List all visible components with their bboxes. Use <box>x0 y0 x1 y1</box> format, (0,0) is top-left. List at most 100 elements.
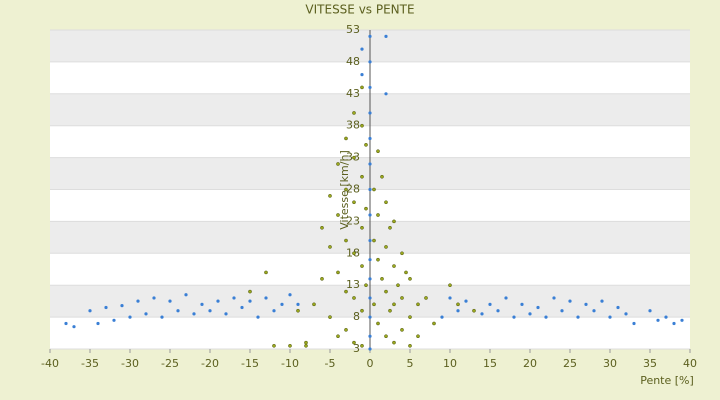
point <box>352 200 356 205</box>
y-tick-label: 3 <box>353 342 360 355</box>
point <box>336 213 340 217</box>
point <box>368 347 372 351</box>
point <box>280 302 284 306</box>
point <box>400 328 404 332</box>
point <box>368 296 372 300</box>
y-tick-label: 48 <box>346 55 360 68</box>
y-tick-label: 53 <box>346 23 360 36</box>
x-tick-label: -30 <box>121 357 139 370</box>
point <box>360 264 364 268</box>
point <box>416 302 420 307</box>
point <box>368 111 372 115</box>
point <box>344 289 348 294</box>
y-tick-label: 38 <box>346 119 360 132</box>
point <box>392 219 396 224</box>
x-tick-label: 20 <box>523 357 537 370</box>
y-tick-label: 13 <box>346 278 360 291</box>
point <box>336 334 340 339</box>
point <box>360 123 364 128</box>
point <box>664 315 668 319</box>
point <box>512 315 516 319</box>
x-tick-label: -40 <box>41 357 59 370</box>
point <box>376 213 380 217</box>
point <box>304 340 308 345</box>
point <box>224 312 228 316</box>
point <box>64 321 68 326</box>
point <box>416 334 420 339</box>
point <box>304 343 308 348</box>
point <box>608 315 612 319</box>
point <box>672 321 676 326</box>
point <box>408 343 412 348</box>
point <box>264 296 268 300</box>
point <box>360 85 364 90</box>
point <box>248 299 252 303</box>
point <box>440 315 444 319</box>
point <box>296 308 300 313</box>
point <box>88 309 92 313</box>
point <box>384 34 388 38</box>
point <box>288 343 292 348</box>
point <box>632 321 636 326</box>
point <box>368 85 372 90</box>
point <box>392 302 396 307</box>
point <box>368 60 372 64</box>
point <box>336 162 340 166</box>
point <box>400 296 404 300</box>
point <box>128 315 132 319</box>
point <box>296 302 300 306</box>
point <box>616 305 620 310</box>
point <box>376 149 380 154</box>
point <box>496 309 500 313</box>
point <box>376 321 380 326</box>
point <box>624 312 628 316</box>
point <box>396 283 400 288</box>
x-tick-label: 25 <box>563 357 577 370</box>
point <box>384 200 388 205</box>
point <box>480 312 484 316</box>
point <box>368 162 372 166</box>
point <box>560 309 564 313</box>
point <box>372 238 376 243</box>
point <box>408 276 412 281</box>
point <box>368 213 372 217</box>
x-tick-label: -15 <box>241 357 259 370</box>
point <box>176 309 180 313</box>
point <box>392 264 396 268</box>
point <box>264 270 268 275</box>
point <box>256 315 260 319</box>
point <box>504 296 508 300</box>
point <box>680 318 684 322</box>
point <box>344 238 348 243</box>
point <box>368 136 372 141</box>
y-tick-label: 43 <box>346 87 360 100</box>
point <box>248 289 252 294</box>
x-tick-label: 35 <box>643 357 657 370</box>
x-axis-title: Pente [%] <box>640 374 694 387</box>
point <box>552 296 556 300</box>
point <box>372 302 376 307</box>
point <box>168 299 172 303</box>
x-tick-label: -25 <box>161 357 179 370</box>
point <box>384 92 388 96</box>
point <box>656 318 660 322</box>
point <box>536 305 540 310</box>
x-tick-label: 10 <box>443 357 457 370</box>
point <box>364 142 368 147</box>
point <box>104 305 108 310</box>
point <box>360 343 364 348</box>
point <box>200 302 204 306</box>
point <box>344 136 348 141</box>
point <box>328 315 332 319</box>
point <box>448 296 452 300</box>
point <box>568 299 572 303</box>
point <box>72 325 76 329</box>
point <box>336 270 340 275</box>
point <box>376 257 380 262</box>
x-tick-label: -5 <box>325 357 336 370</box>
point <box>360 225 364 230</box>
point <box>312 302 316 307</box>
point <box>208 309 212 313</box>
point <box>392 340 396 345</box>
